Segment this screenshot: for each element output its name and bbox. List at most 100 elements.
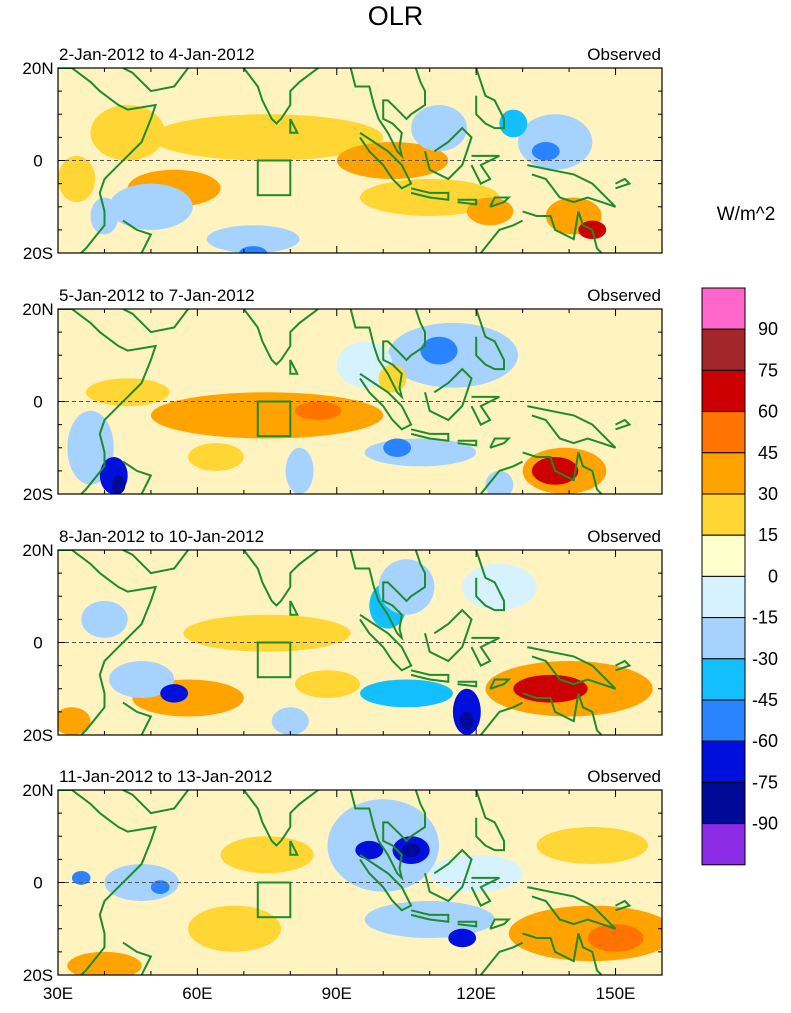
coastline	[527, 646, 617, 690]
coastline	[489, 678, 512, 690]
coastline	[122, 941, 153, 975]
colorbar-swatch	[701, 575, 746, 619]
coastline	[349, 309, 426, 401]
panel-4: 20N 0 20S 11-Jan-2012 to 13-Jan-2012 Observe…	[22, 767, 663, 985]
colorbar-label: 45	[758, 443, 778, 463]
coastline	[410, 909, 450, 923]
coastline	[289, 600, 299, 616]
colorbar-swatch	[701, 328, 746, 371]
colorbar-label: 90	[758, 319, 778, 339]
colorbar-swatch	[701, 658, 746, 701]
coastline	[470, 876, 500, 907]
coastline	[615, 177, 632, 190]
colorbar-swatch	[701, 287, 746, 330]
coastline	[527, 164, 617, 208]
coastline	[349, 68, 426, 160]
colorbar-label: -30	[752, 649, 778, 669]
colorbar-label: 0	[768, 566, 778, 586]
coastline	[122, 309, 189, 334]
coastline	[470, 154, 500, 185]
coastline	[522, 210, 603, 253]
panel-date-range: 8-Jan-2012 to 10-Jan-2012	[59, 527, 264, 546]
negative-anomaly	[71, 870, 91, 885]
coastline	[122, 790, 189, 815]
positive-anomaly	[188, 905, 282, 952]
olr-field	[58, 68, 662, 253]
colorbar-swatch	[701, 781, 746, 825]
x-tick-label: 60E	[182, 984, 212, 1003]
colorbar-swatch	[701, 617, 746, 660]
coastline	[243, 309, 319, 366]
positive-anomaly	[294, 401, 342, 420]
panel-2: 20N 0 20S 5-Jan-2012 to 7-Jan-2012 Observed	[22, 286, 663, 504]
coastline	[410, 669, 450, 683]
colorbar: W/m^2 90 75 60 45 30 15 0 -15 -30 -45 -60 -75 -90	[701, 204, 778, 866]
reference-box	[256, 159, 292, 197]
olr-field	[58, 790, 662, 975]
negative-anomaly	[160, 684, 189, 703]
panel-date-range: 5-Jan-2012 to 7-Jan-2012	[59, 286, 255, 305]
coastline	[480, 219, 524, 253]
coastline	[58, 550, 158, 735]
positive-anomaly	[294, 670, 360, 698]
coastline	[522, 692, 603, 735]
colorbar-label: -45	[752, 690, 778, 710]
negative-anomaly	[401, 843, 421, 858]
coastline	[457, 680, 478, 688]
y-tick-label: 20N	[22, 781, 53, 800]
coastline	[243, 68, 319, 125]
x-tick-label: 90E	[322, 984, 352, 1003]
colorbar-label: 15	[758, 525, 778, 545]
negative-anomaly	[327, 799, 439, 892]
negative-anomaly	[355, 840, 384, 860]
negative-anomaly	[485, 470, 514, 494]
negative-anomaly	[360, 679, 453, 708]
coastline	[480, 941, 524, 975]
positive-anomaly	[220, 836, 314, 874]
reference-box	[256, 400, 292, 438]
coastline	[122, 68, 189, 93]
x-tick-label: 150E	[596, 984, 636, 1003]
coastline	[475, 550, 505, 612]
coastline	[522, 451, 603, 494]
coastline	[522, 932, 603, 975]
colorbar-swatch	[701, 493, 746, 536]
positive-anomaly	[85, 378, 170, 407]
coastline	[359, 131, 413, 190]
panel-date-range: 11-Jan-2012 to 13-Jan-2012	[59, 767, 272, 786]
coastline	[122, 460, 153, 494]
colorbar-swatch	[701, 823, 746, 866]
colorbar-units: W/m^2	[717, 204, 776, 225]
coastline	[122, 550, 189, 575]
coastline	[349, 550, 426, 642]
y-tick-label: 20S	[23, 485, 53, 504]
coastline	[615, 659, 632, 672]
negative-anomaly	[271, 707, 309, 735]
coastline	[289, 118, 299, 134]
negative-anomaly	[448, 928, 477, 948]
coastline	[615, 418, 632, 431]
panel-1: 20N 0 20S 2-Jan-2012 to 4-Jan-2012 Observed	[22, 45, 663, 263]
coastline	[58, 68, 158, 253]
coastline	[457, 439, 478, 447]
y-tick-label: 0	[33, 152, 42, 171]
colorbar-swatch	[701, 740, 746, 783]
colorbar-label: 60	[758, 402, 778, 422]
negative-anomaly	[285, 447, 314, 494]
negative-anomaly	[111, 475, 126, 494]
y-tick-label: 20S	[23, 726, 53, 745]
coastline	[457, 198, 478, 206]
y-tick-label: 20N	[22, 59, 53, 78]
negative-anomaly	[411, 105, 467, 152]
coastline	[58, 790, 158, 975]
y-tick-label: 20N	[22, 300, 53, 319]
negative-anomaly	[378, 559, 435, 615]
positive-anomaly	[58, 155, 96, 203]
coastline	[424, 126, 473, 181]
coastline	[475, 790, 505, 852]
colorbar-swatch	[701, 699, 746, 742]
coastline	[424, 608, 473, 663]
negative-anomaly	[239, 246, 268, 253]
coastline	[349, 790, 426, 882]
